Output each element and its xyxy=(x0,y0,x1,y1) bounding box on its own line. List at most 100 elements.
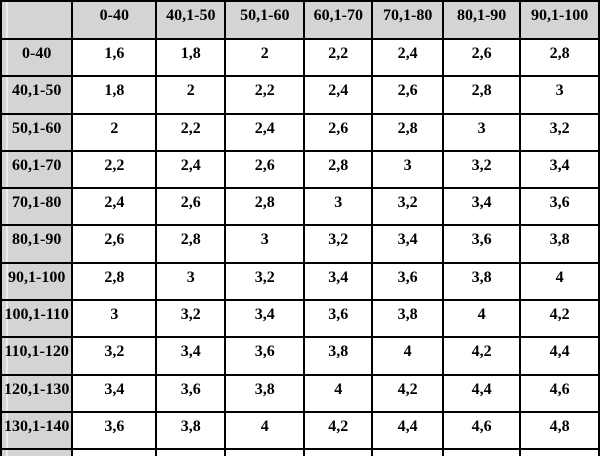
row-header-cell: 40,1-50 xyxy=(0,75,74,115)
data-cell: 3,2 xyxy=(155,299,227,339)
data-cell: 4 xyxy=(224,410,306,451)
table-row: 40,1-50 1,8 2 2,2 2,4 2,6 2,8 3 xyxy=(0,75,600,115)
row-header-cell: 120,1-130 xyxy=(0,373,74,413)
data-cell: 3,4 xyxy=(371,224,445,264)
cropped-cell-stub xyxy=(371,448,445,456)
data-cell: 3 xyxy=(71,299,158,339)
data-cell: 3,2 xyxy=(519,112,600,152)
data-cell: 3,4 xyxy=(519,149,600,190)
table-row: 90,1-100 2,8 3 3,2 3,4 3,6 3,8 4 xyxy=(0,261,600,302)
data-cell: 2,4 xyxy=(155,149,227,190)
data-cell: 2,4 xyxy=(224,112,306,152)
row-header-cell: 60,1-70 xyxy=(0,149,74,190)
data-cell: 2,6 xyxy=(71,224,158,264)
data-cell: 3,4 xyxy=(224,299,306,339)
data-cell: 2,6 xyxy=(303,112,374,152)
table-row: 50,1-60 2 2,2 2,4 2,6 2,8 3 3,2 xyxy=(0,112,600,152)
data-cell: 4,2 xyxy=(371,373,445,413)
data-cell: 2,6 xyxy=(371,75,445,115)
data-cell: 3,4 xyxy=(71,373,158,413)
cropped-cell-stub xyxy=(442,448,522,456)
data-cell: 3,6 xyxy=(442,224,522,264)
data-cell: 2,8 xyxy=(519,37,600,78)
data-cell: 2,4 xyxy=(71,187,158,227)
data-cell: 3,4 xyxy=(303,261,374,302)
table-row: 100,1-110 3 3,2 3,4 3,6 3,8 4 4,2 xyxy=(0,299,600,339)
data-cell: 3,8 xyxy=(371,299,445,339)
data-cell: 4,4 xyxy=(519,336,600,376)
row-header-cell: 130,1-140 xyxy=(0,410,74,451)
table-row: 70,1-80 2,4 2,6 2,8 3 3,2 3,4 3,6 xyxy=(0,187,600,227)
table-body: 0-40 1,6 1,8 2 2,2 2,4 2,6 2,8 40,1-50 1,8 2 2,2 2,4… xyxy=(0,37,600,456)
column-header: 90,1-100 xyxy=(519,0,600,40)
cropped-cell-stub xyxy=(224,448,306,456)
data-cell: 2,2 xyxy=(155,112,227,152)
data-cell: 3,8 xyxy=(442,261,522,302)
column-header: 0-40 xyxy=(71,0,158,40)
row-header-cell: 50,1-60 xyxy=(0,112,74,152)
data-cell: 3,2 xyxy=(224,261,306,302)
data-cell: 3,4 xyxy=(442,187,522,227)
cropped-cell-stub xyxy=(155,448,227,456)
data-cell: 2,8 xyxy=(371,112,445,152)
data-cell: 3,8 xyxy=(155,410,227,451)
table-row: 0-40 1,6 1,8 2 2,2 2,4 2,6 2,8 xyxy=(0,37,600,78)
data-cell: 3,8 xyxy=(224,373,306,413)
data-cell: 3,6 xyxy=(71,410,158,451)
column-header: 80,1-90 xyxy=(442,0,522,40)
data-cell: 2 xyxy=(155,75,227,115)
data-cell: 2,4 xyxy=(371,37,445,78)
cropped-cell-stub xyxy=(71,448,158,456)
data-cell: 1,8 xyxy=(71,75,158,115)
data-cell: 2,2 xyxy=(71,149,158,190)
data-cell: 3 xyxy=(519,75,600,115)
data-cell: 4,6 xyxy=(519,373,600,413)
data-cell: 4 xyxy=(371,336,445,376)
data-cell: 2,4 xyxy=(303,75,374,115)
column-header: 70,1-80 xyxy=(371,0,445,40)
data-cell: 3 xyxy=(224,224,306,264)
data-cell: 2 xyxy=(71,112,158,152)
table-row: 60,1-70 2,2 2,4 2,6 2,8 3 3,2 3,4 xyxy=(0,149,600,190)
data-cell: 3,6 xyxy=(224,336,306,376)
column-header: 40,1-50 xyxy=(155,0,227,40)
data-cell: 3,8 xyxy=(303,336,374,376)
data-cell: 4 xyxy=(519,261,600,302)
data-cell: 3,2 xyxy=(71,336,158,376)
table-header: 0-40 40,1-50 50,1-60 60,1-70 70,1-80 80,… xyxy=(0,0,600,40)
data-cell: 2,2 xyxy=(224,75,306,115)
data-cell: 2,2 xyxy=(303,37,374,78)
row-header-cell: 80,1-90 xyxy=(0,224,74,264)
data-cell: 3,2 xyxy=(442,149,522,190)
data-cell: 3,4 xyxy=(155,336,227,376)
data-cell: 3,2 xyxy=(371,187,445,227)
table-row: 80,1-90 2,6 2,8 3 3,2 3,4 3,6 3,8 xyxy=(0,224,600,264)
data-cell: 1,8 xyxy=(155,37,227,78)
data-cell: 2,8 xyxy=(71,261,158,302)
row-header-cell: 100,1-110 xyxy=(0,299,74,339)
data-cell: 3,6 xyxy=(155,373,227,413)
data-cell: 2,8 xyxy=(303,149,374,190)
data-cell: 3 xyxy=(442,112,522,152)
cropped-row-header-stub xyxy=(0,448,74,456)
data-cell: 4,2 xyxy=(442,336,522,376)
cropped-partial-row xyxy=(0,448,600,456)
data-cell: 3 xyxy=(303,187,374,227)
data-cell: 2,6 xyxy=(224,149,306,190)
data-cell: 2 xyxy=(224,37,306,78)
data-cell: 4,4 xyxy=(442,373,522,413)
data-cell: 4 xyxy=(442,299,522,339)
data-cell: 3,8 xyxy=(519,224,600,264)
data-cell: 4,6 xyxy=(442,410,522,451)
column-header: 50,1-60 xyxy=(224,0,306,40)
data-cell: 2,8 xyxy=(155,224,227,264)
table-row: 120,1-130 3,4 3,6 3,8 4 4,2 4,4 4,6 xyxy=(0,373,600,413)
data-cell: 4 xyxy=(303,373,374,413)
data-cell: 2,6 xyxy=(155,187,227,227)
row-header-cell: 0-40 xyxy=(0,37,74,78)
data-cell: 3 xyxy=(155,261,227,302)
row-header-cell: 70,1-80 xyxy=(0,187,74,227)
data-cell: 3,6 xyxy=(303,299,374,339)
data-cell: 4,2 xyxy=(519,299,600,339)
